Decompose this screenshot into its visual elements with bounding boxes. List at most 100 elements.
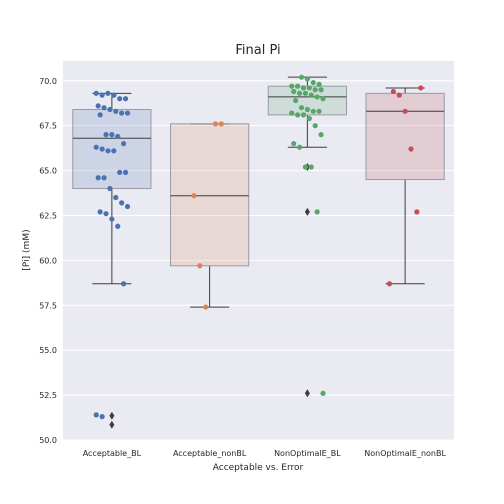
point-Acceptable_BL [115, 133, 121, 140]
point-NonOptimalE_nonBL [390, 88, 396, 95]
point-Acceptable_BL [99, 146, 105, 152]
point-Acceptable_BL [111, 148, 117, 154]
point-Acceptable_BL [101, 175, 107, 181]
point-Acceptable_BL [107, 106, 113, 113]
point-NonOptimalE_nonBL [414, 209, 420, 215]
point-NonOptimalE_BL [298, 105, 305, 111]
point-NonOptimalE_BL [291, 141, 297, 147]
y-tick-label: 60.0 [39, 256, 57, 265]
point-NonOptimalE_BL [308, 92, 314, 98]
y-tick-label: 57.5 [39, 301, 57, 310]
point-NonOptimalE_BL [304, 106, 310, 113]
y-tick-label: 62.5 [39, 211, 57, 220]
data-points [93, 74, 424, 420]
point-NonOptimalE_BL [302, 164, 309, 170]
point-NonOptimalE_nonBL [396, 92, 402, 98]
y-tick-label: 55.0 [39, 346, 57, 355]
chart-title: Final Pi [235, 43, 280, 58]
point-Acceptable_BL [117, 169, 123, 175]
y-tick-label: 70.0 [39, 77, 57, 86]
point-Acceptable_BL [99, 414, 105, 420]
point-Acceptable_BL [113, 194, 119, 201]
point-NonOptimalE_nonBL [418, 85, 424, 91]
point-NonOptimalE_BL [291, 88, 297, 95]
point-Acceptable_BL [111, 92, 117, 98]
outlier-marker [109, 420, 115, 429]
point-Acceptable_nonBL [203, 304, 209, 310]
point-Acceptable_BL [105, 90, 111, 96]
grid [63, 80, 454, 441]
point-NonOptimalE_BL [310, 108, 316, 114]
point-NonOptimalE_BL [316, 108, 322, 114]
point-Acceptable_BL [105, 148, 111, 154]
box-Acceptable_nonBL [170, 123, 250, 308]
point-NonOptimalE_BL [296, 90, 303, 96]
point-Acceptable_BL [121, 141, 127, 147]
x-tick-label: NonOptimalE_BL [274, 449, 341, 458]
point-NonOptimalE_BL [295, 112, 301, 118]
outlier-marker [304, 207, 310, 216]
point-Acceptable_BL [97, 209, 103, 215]
point-NonOptimalE_BL [293, 97, 299, 104]
iqr-box [365, 92, 445, 181]
point-Acceptable_BL [99, 92, 105, 98]
point-NonOptimalE_BL [296, 144, 303, 150]
y-tick-label: 52.5 [39, 391, 57, 400]
point-Acceptable_BL [113, 108, 119, 114]
point-NonOptimalE_nonBL [408, 146, 414, 152]
point-Acceptable_BL [119, 200, 125, 206]
point-Acceptable_BL [93, 144, 99, 150]
x-axis-ticks: Acceptable_BL Acceptable_nonBL NonOptimalE… [83, 449, 447, 458]
point-NonOptimalE_BL [320, 390, 326, 396]
point-Acceptable_nonBL [197, 263, 203, 269]
point-Acceptable_nonBL [218, 121, 224, 127]
point-NonOptimalE_BL [306, 115, 312, 122]
x-tick-label: Acceptable_nonBL [173, 449, 247, 458]
iqr-box [170, 123, 250, 267]
plot-area [63, 61, 454, 440]
point-Acceptable_BL [101, 105, 107, 111]
point-NonOptimalE_BL [314, 94, 320, 100]
point-NonOptimalE_BL [318, 87, 324, 93]
x-tick-label: Acceptable_BL [83, 449, 142, 458]
point-NonOptimalE_BL [295, 83, 301, 89]
outlier-marker [109, 411, 115, 420]
point-NonOptimalE_BL [306, 85, 312, 91]
point-NonOptimalE_nonBL [402, 108, 408, 114]
y-axis-label: [Pi] (mM) [22, 229, 32, 270]
point-NonOptimalE_BL [289, 110, 295, 116]
point-Acceptable_BL [97, 112, 103, 118]
outlier-marker [304, 389, 310, 398]
point-NonOptimalE_BL [298, 74, 305, 80]
point-NonOptimalE_BL [312, 87, 318, 93]
point-Acceptable_BL [93, 90, 99, 96]
point-NonOptimalE_BL [300, 112, 307, 118]
point-Acceptable_BL [121, 281, 127, 287]
point-Acceptable_BL [122, 96, 129, 102]
point-Acceptable_BL [115, 223, 121, 229]
point-NonOptimalE_BL [289, 83, 295, 89]
iqr-box [72, 108, 152, 190]
point-Acceptable_BL [119, 110, 125, 116]
point-Acceptable_nonBL [212, 121, 219, 127]
point-Acceptable_BL [103, 132, 109, 138]
point-NonOptimalE_BL [300, 85, 307, 91]
point-Acceptable_BL [124, 110, 131, 116]
point-Acceptable_nonBL [191, 193, 197, 199]
point-NonOptimalE_BL [302, 90, 309, 96]
point-Acceptable_BL [93, 412, 99, 418]
point-Acceptable_BL [122, 169, 129, 175]
y-tick-label: 65.0 [39, 167, 57, 176]
y-tick-label: 67.5 [39, 122, 57, 131]
x-tick-label: NonOptimalE_nonBL [364, 449, 446, 458]
point-NonOptimalE_BL [320, 96, 326, 102]
point-Acceptable_BL [117, 96, 123, 102]
point-NonOptimalE_BL [308, 164, 314, 170]
point-Acceptable_BL [107, 185, 113, 192]
point-NonOptimalE_BL [304, 76, 310, 82]
point-NonOptimalE_BL [310, 79, 316, 86]
point-Acceptable_BL [109, 132, 115, 138]
y-tick-label: 50.0 [39, 436, 57, 445]
point-NonOptimalE_nonBL [386, 281, 393, 287]
